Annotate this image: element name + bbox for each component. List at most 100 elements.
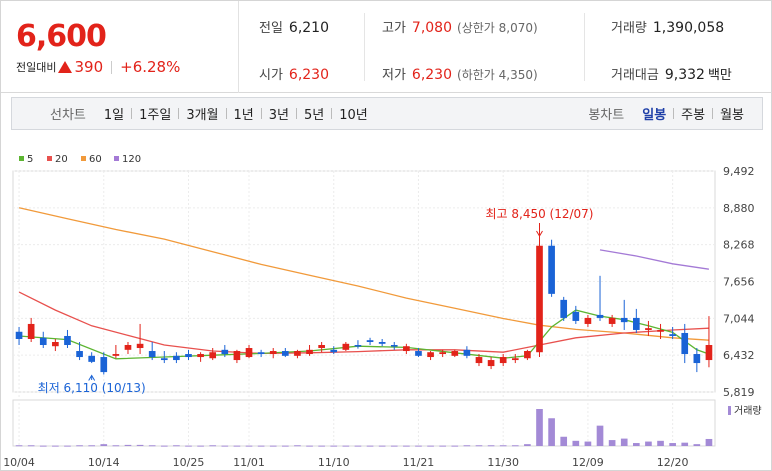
ma60-line [18,207,709,341]
divider [331,108,333,119]
candle-body [608,317,616,324]
volume-bar [294,445,301,447]
current-price: 6,600 [16,19,107,54]
ma120-line [599,249,709,270]
candle-body [209,352,217,359]
y-tick-label: 7,656 [723,276,755,289]
chart-grid [12,170,716,447]
x-axis: 10/04 10/14 10/25 11/01 11/10 11/21 11/30 12/09… [3,456,688,469]
max-annotation-text: 최고 8,450 (12/07) [485,207,593,221]
candle-body [463,349,471,356]
divider [584,13,585,81]
volume-legend-swatch [728,406,731,415]
legend-swatch-ma60 [81,156,86,161]
volume-bar [136,444,144,446]
volume-bar [620,438,628,446]
low-label: 저가 [382,68,406,83]
volume-bar [15,445,23,447]
candle-body [39,337,47,346]
tab-1y[interactable]: 1년 [233,108,254,123]
volume-bar [584,441,592,446]
candle-body [197,354,204,358]
candle-body [27,323,35,339]
volume-bar [112,445,120,447]
volume-bar [596,425,604,446]
min-arrow-head [88,374,96,381]
volume-field: 거래량 1,390,058 [611,17,724,36]
amount-unit: 백만 [707,68,732,83]
volume-bar [487,445,495,447]
volume-bar [657,440,664,446]
x-tick-label: 12/09 [572,456,604,469]
tab-1d[interactable]: 1일 [103,108,125,123]
ma-legend: 5 20 60 120 [19,154,141,165]
candle-body [88,355,96,362]
lower-limit-label: 하한가 [461,68,495,82]
candle-body [705,345,713,361]
legend-label-ma60: 60 [89,154,102,165]
up-triangle-icon [58,61,73,73]
change-amount: 390 [74,58,104,76]
quote-fields: 전일 6,210 고가 7,080 (상한가 8,070) 거래량 1,390,… [239,1,772,93]
divider [131,108,133,119]
y-tick-label: 8,268 [723,239,755,252]
candle-body [572,311,580,321]
x-tick-label: 11/30 [487,456,519,469]
volume-bar [88,445,96,447]
open-value: 6,230 [288,67,330,83]
candle-body [632,317,640,330]
volume-bar [560,436,568,446]
volume-bar [245,445,253,447]
tab-3m[interactable]: 3개월 [186,108,219,123]
change-row: 전일대비 390 +6.28% [16,58,180,76]
upper-limit-label: 상한가 [461,21,495,35]
price-chart[interactable]: 5 20 60 120 9,492 8,880 8,268 7,656 7,044 6,4… [1,146,772,471]
volume-bar [475,445,483,447]
volume-bar [632,443,640,446]
tab-3y[interactable]: 3년 [268,108,289,123]
candle-body [681,332,689,355]
x-tick-label: 11/10 [318,456,350,469]
volume-bar [536,409,543,446]
candle-body [136,343,144,349]
max-arrow-head [536,230,543,237]
candle-body [499,357,507,364]
legend-swatch-ma120 [114,156,119,161]
tab-10y[interactable]: 10년 [339,108,368,123]
x-tick-label: 12/20 [657,456,689,469]
volume-bar [693,444,701,446]
volume-bar [342,445,350,447]
tab-daily[interactable]: 일봉 [642,108,667,123]
volume-bar [403,445,410,447]
candle-body [148,351,156,358]
candle-body [366,340,374,342]
tab-5y[interactable]: 5년 [304,108,325,123]
candle-body [306,349,313,355]
volume-bar [463,445,471,447]
candle-body [318,345,325,349]
legend-label-ma5: 5 [27,154,33,165]
candle-body [524,351,531,359]
candle-body [475,357,483,364]
tab-weekly[interactable]: 주봉 [681,108,706,123]
prev-close-label: 전일 [259,21,283,36]
divider [111,60,113,74]
volume-bar [221,445,229,447]
volume-bar [427,445,434,447]
candle-body [657,329,664,332]
volume-bar [185,445,192,447]
candlesticks [15,233,713,375]
candle-chart-tabs: 봉차트 일봉 주봉 월봉 [588,104,748,123]
candle-body [427,352,434,358]
amount-field: 거래대금 9,332 백만 [611,64,732,83]
volume-bar [415,445,422,447]
tab-monthly[interactable]: 월봉 [720,108,744,123]
candle-body [185,354,192,358]
tab-1w[interactable]: 1주일 [139,108,172,123]
x-tick-label: 10/25 [173,456,205,469]
volume-bar [318,445,325,447]
volume-bar [524,444,531,446]
volume-bar [390,445,398,447]
candle-body [257,352,265,355]
